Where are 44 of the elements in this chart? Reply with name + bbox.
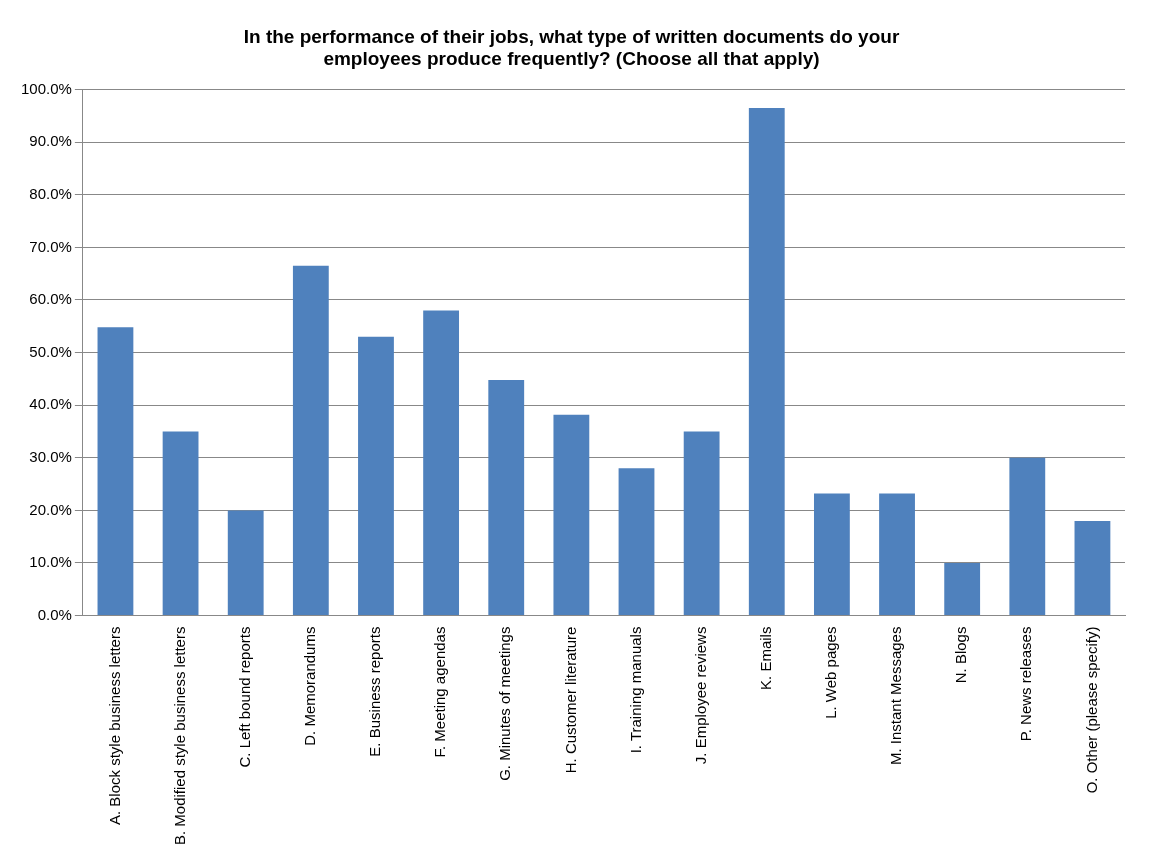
bar xyxy=(227,510,264,616)
bar xyxy=(358,336,394,616)
bar xyxy=(162,431,199,616)
y-tick-label: 10.0% xyxy=(29,553,72,571)
bar xyxy=(292,265,329,616)
x-tick-label: D. Memorandums xyxy=(300,626,318,746)
y-tick-label: 50.0% xyxy=(29,342,72,360)
bar xyxy=(97,327,134,616)
x-tick-label: M. Instant Messages xyxy=(887,626,905,765)
bar xyxy=(813,493,850,616)
y-tick-label: 40.0% xyxy=(29,395,72,413)
bar xyxy=(944,562,981,616)
y-tick-label: 30.0% xyxy=(29,447,72,465)
bar xyxy=(748,108,785,616)
bar xyxy=(683,431,720,616)
x-tick-label: E. Business reports xyxy=(366,626,384,757)
y-tick-label: 60.0% xyxy=(29,290,72,308)
x-tick-label: O. Other (please specify) xyxy=(1082,626,1100,794)
bar xyxy=(488,379,525,616)
x-tick-label: N. Blogs xyxy=(952,626,970,684)
bar xyxy=(618,468,655,616)
x-tick-label: L. Web pages xyxy=(822,626,840,719)
y-tick-label: 0.0% xyxy=(37,605,72,623)
x-tick-label: B. Modified style business letters xyxy=(170,626,188,846)
x-tick-label: A. Block style business letters xyxy=(105,626,123,825)
x-tick-label: C. Left bound reports xyxy=(235,626,253,768)
x-tick-label: P. News releases xyxy=(1017,626,1035,742)
y-tick-label: 70.0% xyxy=(29,237,72,255)
bar xyxy=(553,414,590,616)
x-tick-label: G. Minutes of meetings xyxy=(496,626,514,781)
x-tick-label: H. Customer literature xyxy=(561,626,579,774)
x-tick-label: I. Training manuals xyxy=(626,626,644,754)
bar xyxy=(1009,457,1046,616)
x-tick-label: K. Emails xyxy=(756,626,774,690)
y-tick-label: 80.0% xyxy=(29,184,72,202)
x-tick-label: J. Employee reviews xyxy=(691,626,709,765)
bar xyxy=(879,493,915,616)
y-tick-label: 90.0% xyxy=(29,132,72,150)
y-tick-label: 20.0% xyxy=(29,500,72,518)
x-tick-label: F. Meeting agendas xyxy=(431,626,449,758)
bar xyxy=(1074,520,1111,616)
chart-title: In the performance of their jobs, what type of written documents do your employees produce frequently? (Choose all that apply) xyxy=(243,25,900,70)
y-tick-label: 100.0% xyxy=(21,79,72,97)
bar xyxy=(423,310,460,616)
